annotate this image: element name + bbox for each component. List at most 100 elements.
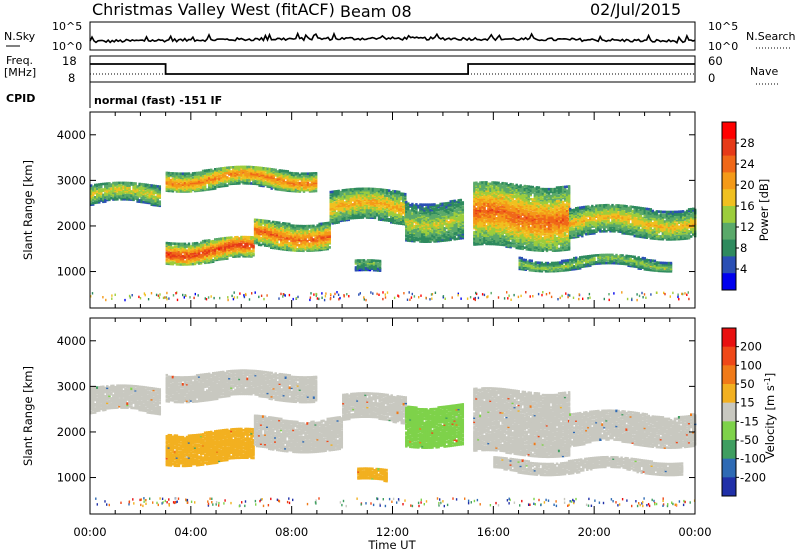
data-cell <box>363 187 367 191</box>
data-cell <box>349 193 353 197</box>
freq-panel: Freq. [MHz] 18 8 60 0 Nave <box>4 54 780 85</box>
data-cell <box>314 239 317 243</box>
data-cell <box>146 183 149 187</box>
data-cell <box>367 210 371 214</box>
data-cell <box>343 188 347 192</box>
data-cell <box>296 232 299 236</box>
data-cell <box>210 242 213 246</box>
data-cell <box>132 184 135 188</box>
data-cell <box>181 263 185 266</box>
data-cell <box>300 246 303 250</box>
data-cell <box>337 189 340 193</box>
data-cell <box>308 224 311 228</box>
data-cell <box>367 197 371 200</box>
data-cell <box>238 248 241 251</box>
data-cell <box>268 242 271 245</box>
data-cell <box>126 194 129 197</box>
data-cell <box>322 245 325 249</box>
data-cell <box>331 204 334 207</box>
data-cell <box>104 189 107 192</box>
data-cell <box>146 190 149 194</box>
data-cell <box>142 198 145 201</box>
data-cell <box>290 232 293 236</box>
data-cell <box>210 248 213 251</box>
data-cell <box>197 260 201 264</box>
data-cell <box>220 237 223 240</box>
data-cell <box>92 185 95 188</box>
data-cell <box>359 208 363 211</box>
data-cell <box>244 246 247 250</box>
data-cell <box>130 195 133 199</box>
data-cell <box>216 257 219 260</box>
data-cell <box>199 255 203 258</box>
data-cell <box>248 241 251 244</box>
data-cell <box>238 246 241 250</box>
data-cell <box>146 193 149 196</box>
data-cell <box>292 235 295 238</box>
data-cell <box>329 220 332 224</box>
data-cell <box>373 209 377 213</box>
data-cell <box>92 190 95 194</box>
data-cell <box>278 235 281 238</box>
data-cell <box>353 190 357 194</box>
data-cell <box>371 189 375 192</box>
data-cell <box>363 213 367 217</box>
data-cell <box>228 246 231 249</box>
data-cell <box>226 236 229 240</box>
data-cell <box>173 256 177 259</box>
data-cell <box>296 243 299 247</box>
data-cell <box>270 228 273 232</box>
data-cell <box>90 192 93 196</box>
data-cell <box>183 249 187 253</box>
data-cell <box>270 223 273 226</box>
data-cell <box>203 256 207 259</box>
data-cell <box>284 244 287 247</box>
data-cell <box>333 195 336 199</box>
data-cell <box>98 196 101 200</box>
data-cell <box>347 195 351 198</box>
data-cell <box>282 243 285 247</box>
data-cell <box>177 248 181 251</box>
data-cell <box>263 244 267 247</box>
nsky-label: N.Sky <box>4 30 36 43</box>
data-cell <box>104 185 107 188</box>
data-cell <box>318 240 321 244</box>
data-cell <box>316 229 319 233</box>
data-cell <box>222 252 225 255</box>
data-cell <box>250 236 253 239</box>
data-cell <box>385 217 389 221</box>
data-cell <box>280 246 283 249</box>
data-cell <box>193 259 197 263</box>
data-cell <box>165 262 169 265</box>
data-cell <box>312 243 315 247</box>
data-cell <box>134 195 137 199</box>
date-label: 02/Jul/2015 <box>590 0 681 19</box>
data-cell <box>100 192 103 196</box>
data-cell <box>112 191 115 194</box>
data-cell <box>343 202 347 206</box>
data-cell <box>357 199 361 203</box>
data-cell <box>268 224 271 227</box>
data-cell <box>216 180 219 183</box>
data-cell <box>124 195 127 198</box>
data-cell <box>169 244 173 248</box>
data-cell <box>253 239 257 242</box>
data-cell <box>228 177 231 180</box>
data-cell <box>142 196 145 200</box>
data-cell <box>206 246 209 249</box>
data-cell <box>312 241 315 244</box>
data-cell <box>280 228 283 232</box>
data-cell <box>367 188 371 192</box>
data-cell <box>150 195 153 198</box>
data-cell <box>179 260 183 263</box>
data-cell <box>96 194 99 197</box>
data-cell <box>335 211 338 215</box>
data-cell <box>189 250 193 254</box>
data-cell <box>154 201 157 204</box>
data-cell <box>148 186 151 190</box>
data-cell <box>367 198 371 202</box>
nave-label: Nave <box>750 65 778 78</box>
data-cell <box>314 231 317 234</box>
data-cell <box>331 191 334 195</box>
data-cell <box>296 230 299 233</box>
